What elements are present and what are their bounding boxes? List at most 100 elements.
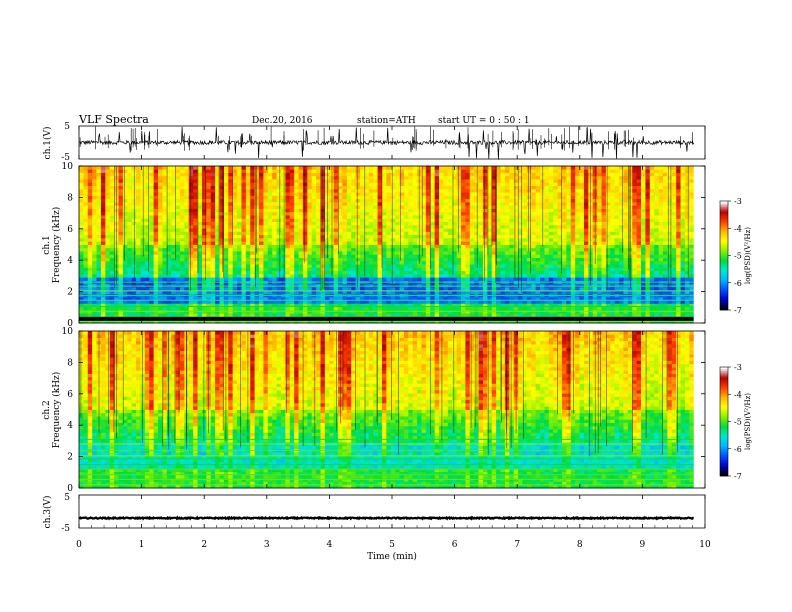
spectrogram-cell — [443, 198, 449, 203]
spectrogram-cell — [206, 221, 212, 226]
spectrogram-cell — [140, 195, 146, 200]
spectrogram-cell — [425, 208, 431, 213]
spectrogram-cell — [206, 172, 212, 177]
spectrogram-cell — [193, 257, 198, 262]
spectrogram-cell — [381, 172, 387, 177]
spectrogram-cell — [381, 260, 387, 265]
spectrogram-cell — [447, 185, 453, 190]
spectrogram-cell — [526, 290, 532, 294]
spectrogram-cell — [241, 309, 247, 314]
spectrogram-cell — [526, 283, 532, 288]
spectrogram-cell — [201, 303, 207, 308]
spectrogram-cell — [276, 303, 282, 308]
spectrogram-cell — [478, 231, 484, 236]
spectrogram-cell — [342, 231, 348, 236]
spectrogram-cell — [79, 283, 84, 288]
spectrogram-cell — [500, 201, 506, 206]
spectrogram-cell — [434, 270, 440, 275]
spectrogram-cell — [140, 215, 146, 219]
spectrogram-cell — [215, 234, 220, 239]
spectrogram-cell — [100, 185, 106, 190]
spectrogram-cell — [109, 195, 115, 200]
spectrogram-cell — [237, 260, 242, 265]
spectrogram-cell — [381, 195, 387, 200]
spectrogram-cell — [439, 306, 444, 311]
spectrogram-cell — [144, 221, 150, 226]
spectrogram-cell — [509, 215, 515, 219]
spectrogram-cell — [228, 185, 234, 190]
spectrogram-cell — [171, 300, 176, 304]
spectrogram-cell — [452, 182, 458, 187]
spectrogram-cell — [122, 283, 128, 288]
spectrogram-cell — [83, 215, 89, 219]
spectrogram-cell — [267, 201, 273, 206]
spectrogram-cell — [193, 303, 198, 308]
spectrogram-cell — [232, 198, 238, 203]
spectrogram-cell — [338, 247, 343, 252]
spectrogram-cell — [465, 247, 471, 252]
spectrogram-cell — [127, 244, 133, 249]
spectrogram-cell — [223, 208, 229, 213]
spectrogram-cell — [474, 234, 479, 239]
spectrogram-cell — [158, 195, 163, 200]
spectrogram-cell — [184, 267, 190, 272]
spectrogram-cell — [425, 198, 431, 203]
spectrogram-cell — [206, 303, 212, 308]
spectrogram-cell — [219, 188, 225, 193]
spectrogram-cell — [105, 188, 111, 193]
spectrogram-cell — [263, 205, 269, 209]
spectrogram-cell — [373, 231, 378, 236]
spectrogram-cell — [360, 273, 365, 278]
spectrogram-cell — [237, 188, 242, 193]
spectrogram-cell — [144, 277, 150, 281]
spectrogram-cell — [452, 241, 458, 245]
spectrogram-cell — [144, 179, 150, 183]
spectrogram-cell — [210, 283, 216, 288]
spectrogram-cell — [118, 211, 124, 216]
spectrogram-cell — [228, 270, 234, 275]
spectrogram-cell — [127, 195, 133, 200]
spectrogram-cell — [386, 218, 392, 222]
spectrogram-cell — [136, 169, 141, 173]
spectrogram-cell — [373, 224, 378, 229]
spectrogram-cell — [474, 270, 479, 275]
spectrogram-cell — [425, 287, 431, 291]
spectrogram-cell — [465, 277, 471, 281]
spectrogram-cell — [197, 234, 203, 239]
spectrogram-cell — [228, 264, 234, 268]
spectrogram-cell — [210, 224, 216, 229]
spectrogram-cell — [487, 175, 493, 180]
spectrogram-cell — [223, 218, 229, 222]
spectrogram-cell — [298, 244, 304, 249]
spectrogram-cell — [232, 201, 238, 206]
spectrogram-cell — [311, 198, 317, 203]
spectrogram-cell — [272, 208, 277, 213]
spectrogram-cell — [522, 195, 528, 200]
spectrogram-cell — [461, 254, 466, 258]
spectrogram-cell — [311, 300, 317, 304]
spectrogram-cell — [307, 296, 313, 301]
spectrogram-cell — [474, 224, 479, 229]
spectrogram-cell — [153, 267, 159, 272]
spectrogram-cell — [425, 300, 431, 304]
spectrogram-cell — [452, 205, 458, 209]
spectrogram-cell — [443, 234, 449, 239]
spectrogram-cell — [166, 287, 172, 291]
spectrogram-cell — [487, 201, 493, 206]
spectrogram-cell — [522, 218, 528, 222]
spectrogram-cell — [302, 303, 308, 308]
spectrogram-cell — [201, 182, 207, 187]
spectrogram-cell — [395, 277, 400, 281]
spectrogram-cell — [193, 198, 198, 203]
spectrogram-cell — [140, 247, 146, 252]
spectrogram-cell — [289, 296, 295, 301]
spectrogram-cell — [474, 277, 479, 281]
spectrogram-cell — [403, 211, 409, 216]
spectrogram-cell — [386, 270, 392, 275]
spectrogram-cell — [430, 264, 436, 268]
spectrogram-cell — [316, 201, 321, 206]
spectrogram-cell — [351, 205, 357, 209]
spectrogram-cell — [298, 257, 304, 262]
spectrogram-cell — [109, 234, 115, 239]
spectrogram-cell — [342, 205, 348, 209]
